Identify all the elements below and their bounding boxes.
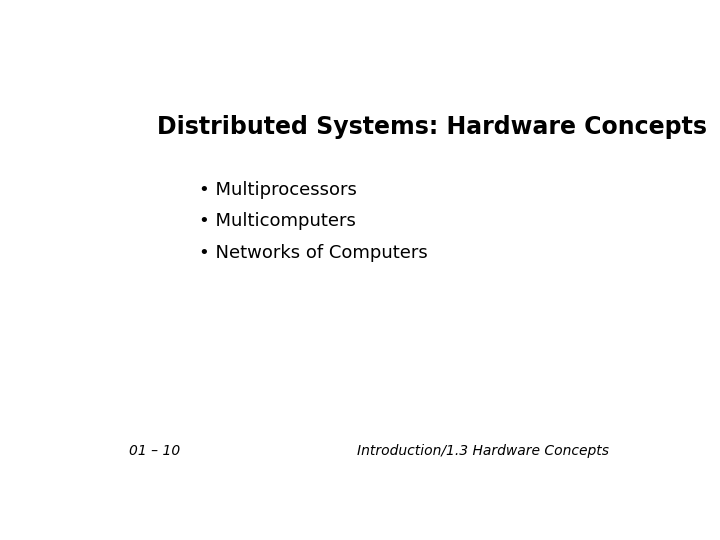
Text: Introduction/1.3 Hardware Concepts: Introduction/1.3 Hardware Concepts — [357, 444, 609, 458]
Text: • Multicomputers: • Multicomputers — [199, 212, 356, 231]
Text: • Networks of Computers: • Networks of Computers — [199, 244, 428, 261]
Text: 01 – 10: 01 – 10 — [129, 444, 180, 458]
Text: • Multiprocessors: • Multiprocessors — [199, 181, 356, 199]
Text: Distributed Systems: Hardware Concepts: Distributed Systems: Hardware Concepts — [157, 114, 707, 139]
